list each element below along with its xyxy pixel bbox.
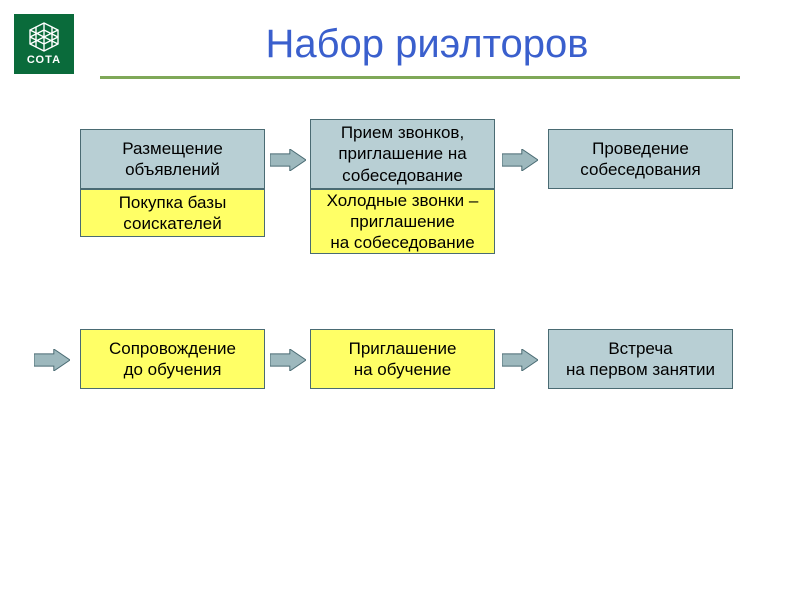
page-title: Набор риэлторов [104,22,780,67]
flow-box-label: Приглашение на обучение [349,338,457,381]
flow-box-label: Прием звонков, приглашение на собеседова… [317,122,488,186]
logo-cube-icon [27,22,61,52]
arrow-right-icon [34,349,70,371]
flow-box-b3: Прием звонков, приглашение на собеседова… [310,119,495,189]
flow-box-b2: Покупка базы соискателей [80,189,265,237]
header: СОТА Набор риэлторов [0,0,800,74]
flow-box-label: Проведение собеседования [555,138,726,181]
arrow-right-icon [502,149,538,171]
arrow-right-icon [270,349,306,371]
flow-box-label: Холодные звонки – приглашение на собесед… [317,190,488,254]
flowchart-canvas: Размещение объявлений Покупка базы соиска… [0,79,800,589]
flow-box-b5: Проведение собеседования [548,129,733,189]
flow-box-b4: Холодные звонки – приглашение на собесед… [310,189,495,254]
flow-box-b6: Сопровождение до обучения [80,329,265,389]
arrow-right-icon [502,349,538,371]
arrow-right-icon [270,149,306,171]
flow-box-b7: Приглашение на обучение [310,329,495,389]
flow-box-label: Покупка базы соискателей [87,192,258,235]
flow-box-label: Сопровождение до обучения [109,338,236,381]
flow-box-b8: Встреча на первом занятии [548,329,733,389]
logo: СОТА [14,14,74,74]
logo-text: СОТА [27,54,61,66]
flow-box-label: Размещение объявлений [87,138,258,181]
flow-box-label: Встреча на первом занятии [566,338,715,381]
flow-box-b1: Размещение объявлений [80,129,265,189]
